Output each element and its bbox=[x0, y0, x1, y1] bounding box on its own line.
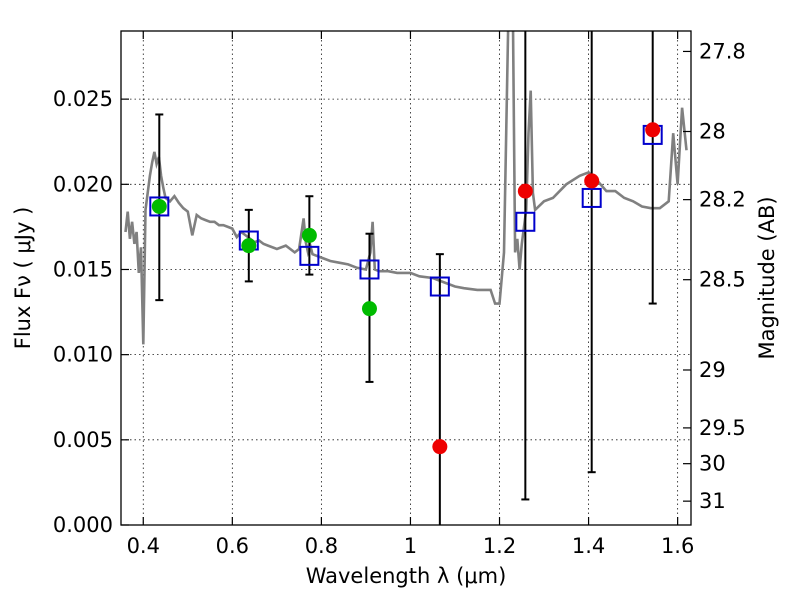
model-square-marker bbox=[581, 187, 602, 208]
x-tick-label: 0.6 bbox=[216, 534, 249, 558]
y-tick-label: 0.020 bbox=[53, 172, 113, 196]
y2-tick-label: 28.5 bbox=[699, 268, 746, 292]
x-tick-label: 0.8 bbox=[305, 534, 338, 558]
x-axis-label: Wavelength λ (μm) bbox=[306, 564, 507, 588]
upper-limit-point bbox=[432, 439, 448, 455]
y-tick-label: 0.010 bbox=[53, 343, 113, 367]
y-axis-label: Flux Fν ( μJy ) bbox=[11, 207, 35, 350]
x-tick-label: 1 bbox=[404, 534, 417, 558]
y2-tick-label: 30 bbox=[699, 452, 726, 476]
detection-point bbox=[301, 227, 317, 243]
y2-tick-label: 28 bbox=[699, 120, 726, 144]
upper-limit-point bbox=[584, 173, 600, 189]
model-square-marker bbox=[515, 211, 536, 232]
model-square-marker bbox=[429, 276, 450, 297]
y2-tick-label: 29.5 bbox=[699, 416, 746, 440]
model-spectrum-line bbox=[124, 31, 688, 345]
x-tick-label: 1.6 bbox=[661, 534, 694, 558]
y2-tick-label: 27.8 bbox=[699, 39, 746, 63]
y2-tick-label: 28.2 bbox=[699, 188, 746, 212]
y-tick-label: 0.025 bbox=[53, 87, 113, 111]
upper-limit-point bbox=[517, 183, 533, 199]
model-square-marker bbox=[359, 259, 380, 280]
model-square-marker bbox=[299, 245, 320, 266]
ticks-layer: 0.4 0.6 0.8 1 1.2 1.4 1.6 0.000 0.005 0.010 0.015 0… bbox=[53, 31, 746, 558]
plot-frame bbox=[120, 30, 692, 526]
plot-area bbox=[124, 31, 688, 345]
y-tick-label: 0.005 bbox=[53, 428, 113, 452]
y-tick-label: 0.000 bbox=[53, 513, 113, 537]
model-square-marker bbox=[149, 196, 170, 217]
marks-layer bbox=[149, 31, 663, 525]
x-tick-label: 1.4 bbox=[572, 534, 605, 558]
detection-point bbox=[361, 301, 377, 317]
detection-point bbox=[241, 238, 257, 254]
y2-tick-label: 31 bbox=[699, 489, 726, 513]
x-tick-label: 1.2 bbox=[483, 534, 516, 558]
y2-axis-label: Magnitude (AB) bbox=[755, 196, 779, 359]
x-tick-label: 0.4 bbox=[127, 534, 160, 558]
y-tick-label: 0.015 bbox=[53, 257, 113, 281]
grid-layer bbox=[121, 31, 691, 525]
y2-tick-label: 29 bbox=[699, 358, 726, 382]
detection-point bbox=[151, 198, 167, 214]
upper-limit-point bbox=[645, 122, 661, 138]
